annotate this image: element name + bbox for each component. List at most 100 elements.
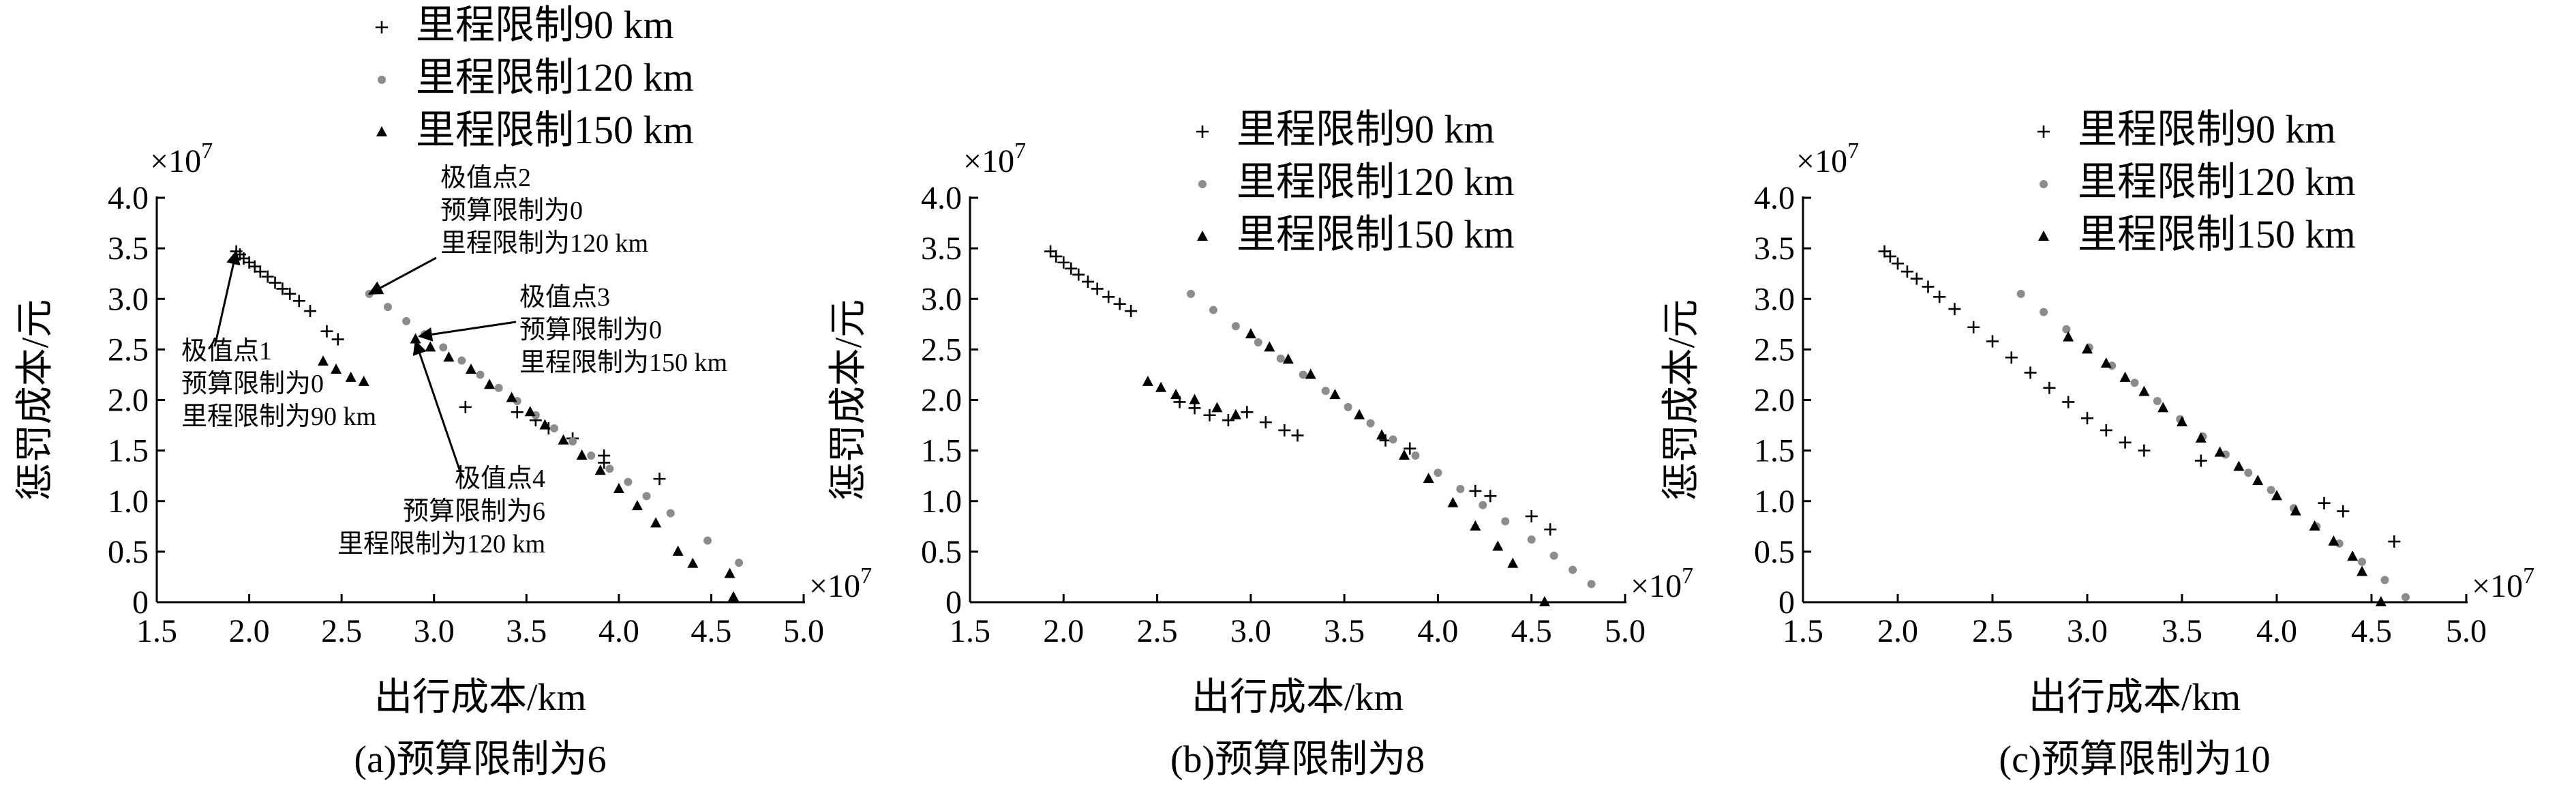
annotation-arrow (417, 321, 517, 342)
marker-plus (1900, 265, 1913, 278)
x-tick-label: 1.5 (136, 613, 177, 649)
legend-label: 里程限制150 km (2078, 212, 2356, 256)
marker-triangle (1399, 449, 1410, 460)
axis-offset: ×107 (1796, 138, 1859, 179)
offset-exp: 7 (201, 138, 213, 164)
x-tick-label: 1.5 (1783, 613, 1823, 649)
marker-plus (1484, 490, 1497, 503)
marker-triangle (1245, 328, 1256, 339)
marker-plus (261, 270, 274, 283)
marker-plus (2318, 497, 2331, 509)
marker-plus (331, 333, 344, 346)
marker-triangle (1354, 409, 1365, 419)
y-tick-label: 3.0 (921, 281, 962, 317)
marker-triangle (2214, 446, 2226, 457)
marker-triangle (358, 375, 369, 386)
marker-plus (1291, 429, 1304, 442)
marker-plus (284, 287, 297, 300)
marker-plus (1091, 282, 1104, 295)
marker-triangle (2347, 550, 2359, 561)
y-tick-label: 0 (1778, 584, 1795, 621)
marker-dot (703, 536, 712, 545)
marker-plus (2194, 454, 2207, 467)
marker-triangle (318, 355, 329, 366)
marker-dot (2244, 469, 2253, 477)
x-tick-label: 5.0 (783, 613, 824, 649)
annotation-text: 里程限制为120 km (337, 530, 545, 559)
marker-triangle (1539, 596, 1550, 606)
marker-dot (1389, 435, 1397, 444)
marker-triangle (1142, 375, 1153, 386)
offset-base: ×10 (2472, 568, 2523, 604)
marker-dot (1549, 551, 1558, 560)
y-tick-label: 2.5 (108, 331, 149, 368)
marker-plus (1967, 321, 1980, 334)
marker-triangle (425, 341, 436, 352)
axis-offset: ×107 (2472, 563, 2534, 604)
annotation-arrow (412, 340, 464, 478)
y-tick-label: 0.5 (108, 534, 149, 570)
legend-label: 里程限制90 km (1237, 107, 1495, 151)
x-tick-label: 3.5 (1324, 613, 1365, 649)
marker-triangle (331, 364, 342, 374)
y-tick-label: 1.5 (108, 433, 149, 469)
marker-dot (1569, 565, 1577, 574)
marker-triangle (2157, 402, 2169, 413)
x-tick-label: 3.0 (1230, 613, 1271, 649)
marker-plus (1057, 256, 1070, 269)
marker-dot (1276, 354, 1285, 363)
y-axis-title: 惩罚成本/元 (1661, 299, 1703, 501)
annotation-text: 极值点2 (440, 164, 531, 192)
marker-plus (2005, 351, 2018, 364)
axis-offset: ×107 (150, 138, 213, 179)
offset-exp: 7 (1847, 138, 1859, 164)
y-tick-label: 2.0 (108, 383, 149, 419)
marker-dot (2062, 325, 2071, 334)
marker-plus (1222, 414, 1234, 427)
marker-dot (402, 316, 411, 325)
marker-plus (269, 276, 282, 289)
marker-plus (1259, 416, 1272, 429)
marker-plus (2337, 505, 2350, 518)
x-tick-label: 3.0 (414, 613, 455, 649)
x-tick-label: 4.0 (598, 613, 639, 649)
y-tick-label: 1.5 (1754, 433, 1795, 469)
y-tick-label: 1.5 (921, 433, 962, 469)
marker-triangle (2082, 343, 2093, 354)
axis-offset: ×107 (963, 138, 1026, 179)
marker-dot (2040, 180, 2048, 188)
marker-dot (2358, 557, 2367, 566)
marker-triangle (1507, 557, 1519, 568)
marker-triangle (376, 126, 387, 136)
marker-plus (598, 456, 611, 469)
marker-plus (1113, 297, 1126, 310)
x-axis-title: 出行成本/km (1192, 677, 1404, 719)
annotation-text: 里程限制为90 km (181, 402, 376, 431)
caption: (a)预算限制为6 (354, 739, 606, 781)
y-axis-title: 惩罚成本/元 (828, 299, 870, 501)
marker-triangle (2233, 460, 2245, 471)
marker-dot (1186, 289, 1195, 298)
marker-triangle (2357, 565, 2368, 576)
marker-plus (1883, 250, 1896, 263)
marker-triangle (539, 419, 551, 430)
marker-dot (1527, 535, 1536, 544)
marker-triangle (1329, 389, 1341, 400)
marker-plus (1044, 245, 1057, 258)
x-tick-label: 2.0 (1043, 613, 1084, 649)
y-tick-label: 3.5 (1754, 231, 1795, 267)
marker-dot (1299, 370, 1307, 379)
offset-base: ×10 (1631, 568, 1682, 604)
y-tick-label: 3.0 (1754, 281, 1795, 317)
legend-label: 里程限制150 km (1237, 212, 1515, 256)
marker-triangle (2375, 596, 2386, 606)
x-axis-title: 出行成本/km (374, 677, 586, 719)
y-tick-label: 0.5 (921, 534, 962, 570)
marker-triangle (1423, 473, 1434, 484)
x-tick-label: 2.5 (321, 613, 362, 649)
marker-plus (276, 282, 289, 295)
marker-triangle (613, 482, 624, 493)
marker-triangle (524, 406, 536, 417)
